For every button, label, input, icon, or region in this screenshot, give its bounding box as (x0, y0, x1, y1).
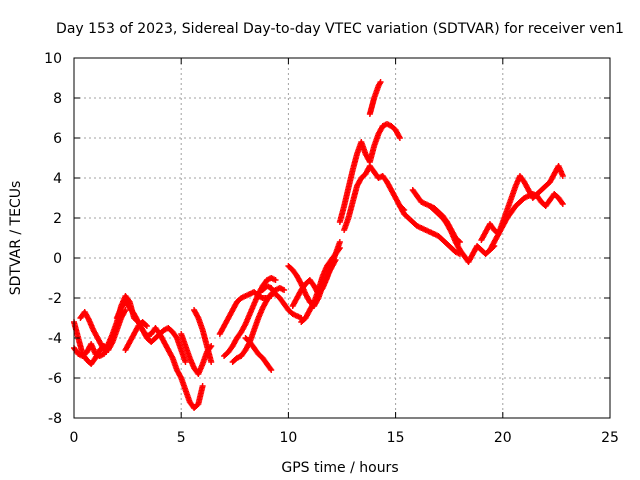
y-tick-label: 2 (53, 211, 62, 227)
x-tick-label: 0 (70, 430, 79, 446)
series-trace-17 (336, 121, 403, 225)
y-tick-label: 6 (53, 131, 62, 147)
data-point (199, 383, 206, 389)
series-trace-16 (298, 245, 343, 325)
series-trace-3 (77, 309, 110, 355)
y-tick-label: -2 (48, 291, 62, 307)
series-trace-19 (366, 79, 384, 117)
series-trace-10 (221, 275, 279, 359)
data-points (71, 79, 566, 411)
x-tick-label: 10 (279, 430, 297, 446)
series-trace-18 (341, 163, 408, 233)
y-tick-label: -4 (48, 331, 62, 347)
series-trace-8 (191, 307, 215, 365)
data-point (559, 173, 566, 179)
series-trace-12 (242, 335, 275, 373)
data-point (336, 245, 343, 251)
x-tick-label: 5 (177, 430, 186, 446)
y-tick-label: -8 (48, 411, 62, 427)
series-trace-13 (259, 283, 305, 321)
data-point (335, 246, 342, 253)
series-trace-20 (396, 203, 463, 257)
data-point (103, 349, 110, 355)
y-axis-label: SDTVAR / TECUs (8, 181, 24, 296)
x-tick-label: 15 (387, 430, 405, 446)
y-tick-label: 4 (53, 171, 62, 187)
data-point (142, 322, 149, 328)
chart-title: Day 153 of 2023, Sidereal Day-to-day VTE… (56, 21, 624, 37)
data-point (558, 199, 565, 206)
data-point (272, 277, 279, 283)
series-trace-24 (486, 191, 566, 253)
series-trace-5 (113, 299, 189, 365)
data-point (396, 135, 403, 141)
data-point (336, 239, 343, 245)
series-trace-15 (289, 239, 343, 309)
data-point (182, 359, 189, 365)
x-tick-label: 25 (601, 430, 619, 446)
y-tick-label: -6 (48, 371, 62, 387)
x-axis-label: GPS time / hours (281, 460, 398, 476)
plot-frame (73, 57, 611, 419)
data-point (102, 347, 109, 354)
axis-ticks: 0 5 10 15 20 25 -8 -6 -4 -2 0 2 4 6 8 10 (44, 51, 619, 446)
grid-lines (74, 58, 610, 418)
x-tick-label: 20 (494, 430, 512, 446)
data-point (281, 287, 288, 293)
data-point (559, 201, 566, 207)
data-point (377, 79, 384, 85)
data-point (143, 323, 150, 329)
data-point (268, 367, 275, 373)
data-point (267, 365, 274, 372)
series-trace-6 (122, 319, 150, 353)
y-tick-label: 0 (53, 251, 62, 267)
y-tick-label: 10 (44, 51, 62, 67)
data-point (208, 359, 215, 365)
y-tick-label: 8 (53, 91, 62, 107)
